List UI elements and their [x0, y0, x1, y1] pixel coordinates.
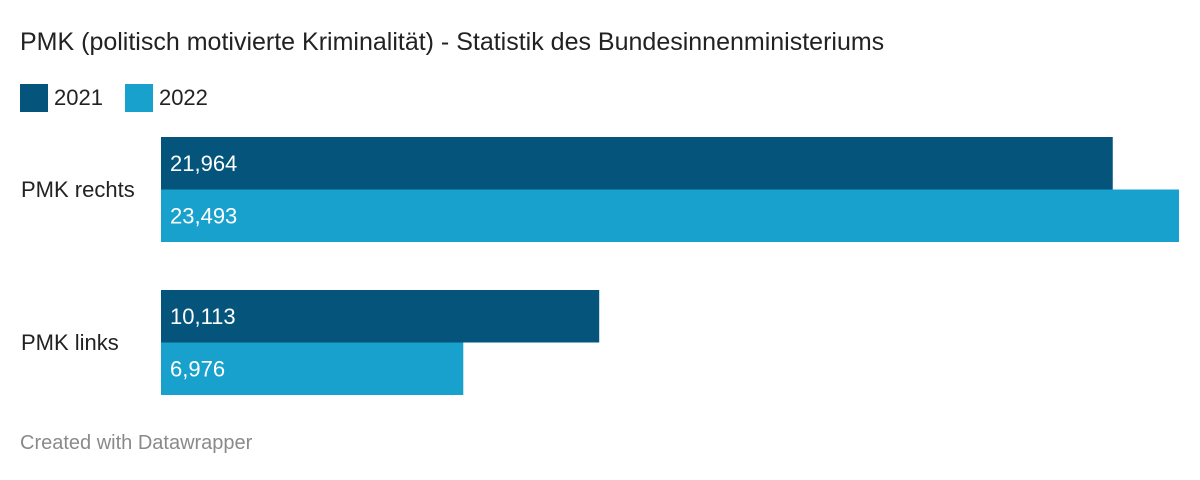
category-label: PMK links [21, 330, 119, 355]
bar-value-label: 23,493 [170, 203, 237, 228]
bar-2022 [161, 342, 464, 395]
legend-swatch-2022 [124, 84, 153, 112]
legend-item-2021: 2021 [20, 84, 103, 112]
bar-2022 [161, 189, 1179, 242]
footer-credit: Created with Datawrapper [20, 432, 253, 454]
legend-label-2022: 2022 [158, 85, 208, 110]
legend: 2021 2022 [20, 84, 230, 112]
legend-label-2021: 2021 [54, 85, 103, 110]
bar-2021 [161, 137, 1113, 190]
category-label: PMK rechts [21, 177, 135, 202]
bar-value-label: 10,113 [170, 304, 236, 329]
bar-2021 [161, 290, 600, 343]
bar-value-label: 6,976 [170, 356, 225, 381]
bar-value-label: 21,964 [170, 151, 237, 176]
bar-chart: PMK rechts 21,964 23,493 PMK links 10,113 6,9… [21, 137, 1179, 395]
chart-title: PMK (politisch motivierte Kriminalität) … [20, 28, 885, 56]
legend-swatch-2021 [20, 84, 48, 112]
legend-item-2022: 2022 [124, 84, 208, 112]
